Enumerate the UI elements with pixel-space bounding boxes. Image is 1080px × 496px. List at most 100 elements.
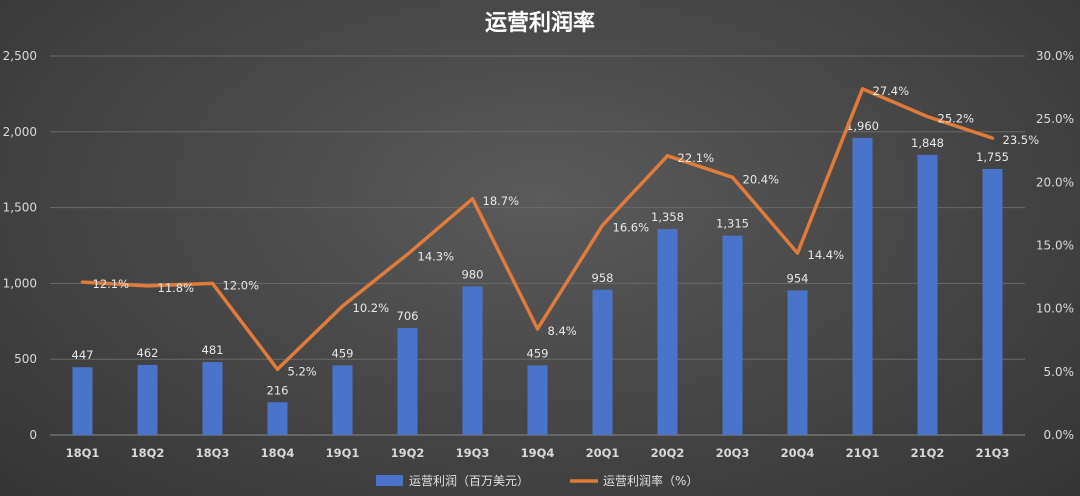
bar (592, 289, 613, 435)
x-tick-label: 18Q2 (131, 446, 165, 460)
bar-value-label: 980 (462, 267, 484, 281)
y-axis-right: 0.0% 5.0% 10.0% 15.0% 20.0% 25.0% 30.0% (1036, 49, 1074, 442)
line-value-label: 12.1% (93, 277, 130, 291)
legend: 运营利润（百万美元） 运营利润率（%） (376, 473, 698, 488)
bar (917, 154, 938, 435)
line-point (796, 251, 799, 255)
bar-value-label: 459 (332, 346, 354, 360)
line-point (666, 154, 669, 158)
y-left-tick-label: 1,500 (3, 201, 37, 215)
bar (722, 235, 743, 435)
line-value-label: 25.2% (938, 112, 975, 126)
line-value-label: 18.7% (483, 194, 520, 208)
y-left-tick-label: 0 (29, 428, 37, 442)
legend-bar-label: 运营利润（百万美元） (409, 474, 529, 488)
line-value-label: 11.8% (158, 281, 195, 295)
legend-line-label: 运营利润率（%） (603, 473, 698, 488)
bar (657, 229, 678, 435)
y-left-tick-label: 500 (14, 352, 37, 366)
line-point (926, 115, 929, 119)
line-value-label: 5.2% (288, 364, 317, 378)
y-right-tick-label: 0.0% (1044, 428, 1075, 442)
line-point (276, 367, 279, 371)
line-point (81, 280, 84, 284)
x-tick-label: 18Q1 (66, 446, 100, 460)
line-value-label: 27.4% (873, 84, 910, 98)
x-tick-label: 20Q3 (716, 446, 750, 460)
y-left-tick-label: 1,000 (3, 276, 37, 290)
bar-data-labels: 447 462 481 216 459 706 980 459 958 1,358 1,315 954… (72, 119, 1009, 397)
bar (202, 362, 223, 435)
line-point (211, 281, 214, 285)
line-value-label: 22.1% (678, 151, 715, 165)
line-value-label: 8.4% (548, 324, 577, 338)
bar-value-label: 447 (72, 348, 94, 362)
line-point (536, 327, 539, 331)
line-point (341, 304, 344, 308)
line-point (731, 175, 734, 179)
x-tick-label: 19Q2 (391, 446, 425, 460)
bar-value-label: 1,315 (716, 217, 749, 231)
x-tick-label: 20Q2 (651, 446, 685, 460)
y-left-tick-label: 2,500 (3, 49, 37, 63)
bar (852, 137, 873, 435)
line-point (471, 197, 474, 201)
line-data-labels: 12.1% 11.8% 12.0% 5.2% 10.2% 14.3% 18.7% 8.4% 16… (93, 84, 1040, 378)
y-right-tick-label: 10.0% (1036, 302, 1074, 316)
line-point (406, 252, 409, 256)
bar-value-label: 462 (137, 346, 159, 360)
y-right-tick-label: 25.0% (1036, 112, 1074, 126)
y-right-tick-label: 30.0% (1036, 49, 1074, 63)
x-tick-label: 21Q2 (911, 446, 945, 460)
bar (527, 365, 548, 435)
bar-value-label: 481 (202, 343, 224, 357)
bar (397, 327, 418, 435)
line-point (601, 223, 604, 227)
bar (462, 286, 483, 435)
bar-value-label: 1,755 (976, 150, 1009, 164)
bar (267, 402, 288, 435)
line-value-label: 23.5% (1003, 133, 1040, 147)
bar (787, 290, 808, 435)
x-tick-label: 21Q1 (846, 446, 880, 460)
line-value-label: 14.3% (418, 249, 455, 263)
x-tick-label: 19Q3 (456, 446, 490, 460)
bar-value-label: 216 (267, 383, 289, 397)
x-tick-label: 21Q3 (976, 446, 1010, 460)
line-value-label: 16.6% (613, 220, 650, 234)
bar (137, 364, 158, 435)
line-value-label: 20.4% (743, 172, 780, 186)
bar-series (72, 137, 1003, 435)
bar-value-label: 1,358 (651, 210, 684, 224)
y-right-tick-label: 15.0% (1036, 239, 1074, 253)
x-axis: 18Q1 18Q2 18Q3 18Q4 19Q1 19Q2 19Q3 19Q4 20Q1 20Q2… (66, 446, 1010, 460)
bar-value-label: 1,848 (911, 136, 944, 150)
y-right-tick-label: 5.0% (1044, 365, 1075, 379)
line-point (861, 87, 864, 91)
y-right-tick-label: 20.0% (1036, 175, 1074, 189)
bar-value-label: 459 (527, 346, 549, 360)
line-value-label: 10.2% (353, 301, 390, 315)
y-axis-left: 0 500 1,000 1,500 2,000 2,500 (3, 49, 37, 442)
line-series (80, 87, 995, 372)
x-tick-label: 20Q1 (586, 446, 620, 460)
bar-value-label: 954 (787, 271, 809, 285)
chart-title: 运营利润率 (485, 10, 595, 36)
line-value-label: 12.0% (223, 278, 260, 292)
x-tick-label: 18Q4 (261, 446, 295, 460)
line-value-label: 14.4% (808, 248, 845, 262)
bar-value-label: 706 (397, 309, 419, 323)
x-tick-label: 18Q3 (196, 446, 230, 460)
legend-bar-swatch (376, 475, 403, 486)
bar (982, 168, 1003, 435)
x-tick-label: 19Q1 (326, 446, 360, 460)
bar (332, 365, 353, 435)
bar-value-label: 1,960 (846, 119, 879, 133)
line-point (146, 284, 149, 288)
x-tick-label: 19Q4 (521, 446, 555, 460)
x-tick-label: 20Q4 (781, 446, 815, 460)
y-left-tick-label: 2,000 (3, 125, 37, 139)
bar (72, 367, 93, 435)
bar-value-label: 958 (592, 271, 614, 285)
